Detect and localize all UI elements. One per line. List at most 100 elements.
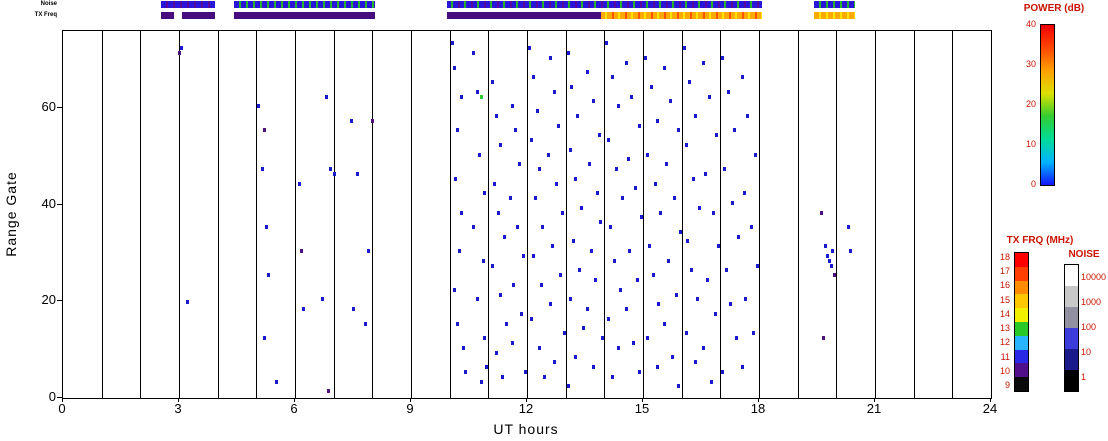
tx-frq-tick-label: 11 (1000, 351, 1010, 362)
echo-point (522, 253, 526, 258)
echo-point (688, 80, 692, 85)
echo-point (638, 369, 642, 374)
tx-frq-tick-label: 15 (999, 294, 1010, 305)
hour-gridline (952, 31, 954, 398)
echo-point (299, 249, 303, 254)
hour-gridline (101, 31, 103, 398)
echo-point (502, 234, 506, 239)
echo-point (549, 55, 553, 60)
tx-frq-color-block (1015, 294, 1028, 309)
tx-frq-tick-label: 9 (1004, 380, 1010, 390)
echo-point (179, 46, 183, 51)
echo-point (713, 311, 717, 316)
echo-point (663, 65, 667, 70)
x-tick-label: 18 (750, 401, 766, 416)
x-tick-label: 0 (58, 401, 66, 416)
echo-point (524, 369, 528, 374)
tx-frq-tick-label: 13 (999, 323, 1010, 334)
echo-point (326, 389, 330, 394)
echo-point (498, 142, 502, 147)
noise-tick-label: 1 (1081, 372, 1087, 383)
noise-tick-label: 10 (1081, 347, 1092, 358)
echo-point (707, 94, 711, 99)
y-tick-label: 60 (41, 99, 56, 115)
tx-frq-tick-label: 14 (999, 308, 1010, 319)
hour-gridline (759, 31, 760, 398)
noise-colorbar-title: NOISE (1068, 249, 1100, 260)
noise-strip-segment (160, 1, 215, 8)
hour-gridline (372, 31, 374, 398)
echo-point (624, 307, 628, 312)
echo-point (529, 316, 533, 321)
hour-gridline (449, 31, 451, 398)
echo-point (491, 263, 495, 268)
x-tick-label: 9 (406, 401, 414, 416)
echo-point (663, 321, 667, 326)
tx-freq-strip-segment (446, 12, 602, 19)
power-colorbar (1040, 24, 1055, 186)
echo-point (471, 224, 475, 229)
y-tick-mark (57, 107, 62, 109)
echo-point (514, 128, 518, 133)
echo-point (566, 51, 570, 56)
echo-point (669, 99, 673, 104)
power-tick-label: 20 (1025, 99, 1036, 109)
tx-freq-strip-label: TX Freq (34, 12, 57, 18)
echo-point (541, 224, 545, 229)
noise-color-block (1065, 328, 1078, 350)
tx-freq-strip-segment (160, 12, 175, 19)
echo-point (263, 336, 267, 341)
echo-point (508, 196, 512, 200)
echo-point (686, 239, 690, 244)
noise-strip-segment (234, 1, 376, 8)
x-tick-label: 6 (290, 401, 298, 416)
echo-point (593, 278, 597, 283)
echo-point (475, 297, 479, 302)
tx-frq-color-block (1015, 377, 1028, 392)
echo-point (742, 191, 746, 196)
hour-gridline (217, 31, 219, 398)
echo-point (495, 113, 499, 118)
echo-point (618, 287, 622, 292)
echo-point (825, 253, 829, 258)
echo-point (464, 369, 468, 374)
hour-gridline (913, 31, 915, 398)
noise-color-block (1065, 286, 1078, 308)
echo-point (585, 70, 589, 75)
hour-gridline (565, 31, 567, 398)
echo-point (265, 224, 268, 229)
echo-point (638, 123, 642, 128)
echo-point (744, 297, 748, 302)
echo-point (653, 181, 657, 186)
echo-point (752, 331, 756, 336)
echo-point (703, 171, 707, 176)
echo-point (500, 374, 504, 379)
echo-point (665, 162, 669, 167)
x-tick-mark (178, 398, 179, 402)
echo-point (527, 46, 531, 51)
y-tick-label: 20 (41, 292, 56, 308)
echo-point (645, 336, 649, 341)
tx-frq-color-block (1015, 253, 1028, 268)
echo-point (667, 258, 671, 263)
hour-gridline (604, 31, 606, 398)
echo-point (531, 75, 535, 80)
echo-point (754, 152, 758, 157)
x-tick-mark (294, 398, 295, 402)
echo-point (257, 104, 261, 109)
x-tick-mark (990, 398, 991, 402)
echo-point (477, 152, 481, 157)
echo-point (460, 94, 464, 99)
echo-point (572, 239, 576, 244)
echo-point (647, 244, 651, 249)
x-tick-mark (642, 398, 643, 402)
tx-freq-strip-segment (601, 12, 762, 19)
tx-freq-activity-strip (0, 12, 1108, 19)
echo-point (450, 41, 454, 46)
echo-point (651, 273, 655, 278)
echo-point (620, 196, 624, 200)
echo-point (452, 65, 456, 70)
tx-frq-tick-label: 12 (999, 337, 1010, 348)
echo-point (727, 89, 731, 94)
echo-point (628, 249, 632, 254)
